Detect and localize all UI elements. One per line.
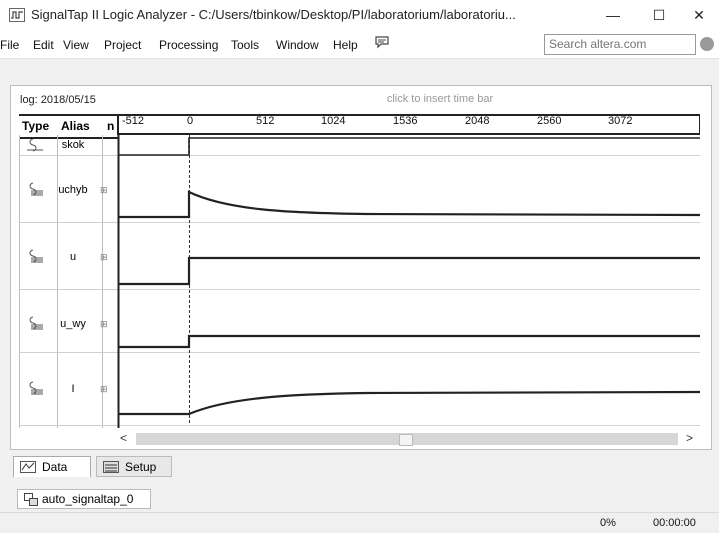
scroll-thumb[interactable] bbox=[399, 434, 413, 446]
expand-icon[interactable]: ⊞ bbox=[100, 319, 108, 329]
ruler-tick-label: 3072 bbox=[608, 115, 633, 127]
waveform-u bbox=[118, 256, 700, 286]
signaltap-app-icon bbox=[9, 8, 25, 22]
column-name[interactable]: n bbox=[107, 119, 115, 133]
insert-time-bar-hint[interactable]: click to insert time bar bbox=[386, 93, 494, 105]
speech-bubble-icon[interactable] bbox=[375, 36, 389, 49]
ruler-tick-label: 512 bbox=[256, 115, 275, 127]
waveform-panel bbox=[10, 85, 712, 450]
expand-icon[interactable]: ⊞ bbox=[100, 384, 108, 394]
close-button[interactable]: ✕ bbox=[693, 6, 705, 23]
waveform-uchyb bbox=[118, 190, 700, 219]
menu-tools[interactable]: Tools bbox=[231, 38, 260, 52]
signal-alias: I bbox=[71, 383, 75, 395]
expand-icon[interactable]: ⊞ bbox=[100, 185, 108, 195]
menu-bar: File Edit View Project Processing Tools … bbox=[0, 30, 719, 59]
signal-row[interactable]: uchyb ⊞ bbox=[19, 156, 118, 223]
menu-processing[interactable]: Processing bbox=[159, 38, 219, 52]
tab-setup[interactable]: Setup bbox=[96, 456, 172, 477]
data-waveform-icon bbox=[20, 461, 36, 473]
signal-input-icon bbox=[27, 138, 43, 152]
waveform-I bbox=[118, 390, 700, 416]
instance-name: auto_signaltap_0 bbox=[42, 492, 134, 506]
maximize-button[interactable]: ☐ bbox=[652, 6, 666, 23]
ruler-tick-label: 1536 bbox=[393, 115, 418, 127]
ruler-tick-label: 1024 bbox=[321, 115, 346, 127]
signal-alias: skok bbox=[61, 139, 85, 151]
tab-data-label: Data bbox=[42, 460, 68, 474]
signal-row[interactable]: u ⊞ bbox=[19, 223, 118, 290]
status-time: 00:00:00 bbox=[653, 517, 696, 529]
signal-alias: u_wy bbox=[60, 318, 86, 330]
waveform-u_wy bbox=[118, 334, 700, 349]
menu-help[interactable]: Help bbox=[333, 38, 358, 52]
menu-project[interactable]: Project bbox=[104, 38, 142, 52]
instance-icon bbox=[24, 492, 38, 506]
setup-icon bbox=[103, 460, 119, 473]
column-type[interactable]: Type bbox=[22, 119, 50, 133]
search-input[interactable] bbox=[545, 35, 693, 52]
expand-icon[interactable]: ⊞ bbox=[100, 252, 108, 262]
signal-alias: uchyb bbox=[58, 184, 88, 196]
menu-view[interactable]: View bbox=[63, 38, 89, 52]
tab-setup-label: Setup bbox=[125, 459, 157, 474]
ruler-tick-label: 0 bbox=[187, 115, 194, 127]
window-title: SignalTap II Logic Analyzer - C:/Users/t… bbox=[31, 7, 516, 22]
scroll-left-arrow[interactable]: < bbox=[120, 431, 128, 445]
ruler-tick-label: 2048 bbox=[465, 115, 490, 127]
search-box[interactable] bbox=[544, 34, 696, 55]
signal-bus-icon bbox=[29, 182, 43, 196]
status-bar bbox=[0, 512, 719, 533]
menu-file[interactable]: File bbox=[0, 38, 20, 52]
ruler-tick-label: -512 bbox=[122, 115, 145, 127]
scroll-right-arrow[interactable]: > bbox=[686, 431, 694, 445]
instance-tab[interactable]: auto_signaltap_0 bbox=[17, 489, 151, 509]
ruler-tick-label: 2560 bbox=[537, 115, 562, 127]
globe-icon[interactable] bbox=[700, 37, 714, 51]
title-bar bbox=[0, 0, 719, 30]
signal-row[interactable]: I ⊞ bbox=[19, 353, 118, 426]
status-progress: 0% bbox=[600, 517, 616, 529]
menu-window[interactable]: Window bbox=[276, 38, 319, 52]
time-ruler[interactable]: -512 0 512 1024 1536 2048 2560 3072 bbox=[117, 114, 700, 135]
column-alias[interactable]: Alias bbox=[61, 119, 90, 133]
signal-bus-icon bbox=[29, 316, 43, 330]
signal-bus-icon bbox=[29, 249, 43, 263]
waveform-display[interactable] bbox=[117, 135, 700, 428]
tab-data[interactable]: Data bbox=[13, 456, 91, 477]
signal-row[interactable]: skok bbox=[19, 135, 118, 156]
signal-alias: u bbox=[69, 251, 77, 263]
log-label: log: 2018/05/15 bbox=[20, 94, 96, 106]
signal-table-grid bbox=[19, 135, 103, 428]
signal-bus-icon bbox=[29, 381, 43, 395]
signal-row[interactable]: u_wy ⊞ bbox=[19, 290, 118, 353]
menu-edit[interactable]: Edit bbox=[33, 38, 54, 52]
waveform-skok bbox=[118, 137, 700, 156]
minimize-button[interactable]: — bbox=[606, 7, 620, 23]
signal-table-header: Type Alias n bbox=[19, 114, 118, 139]
